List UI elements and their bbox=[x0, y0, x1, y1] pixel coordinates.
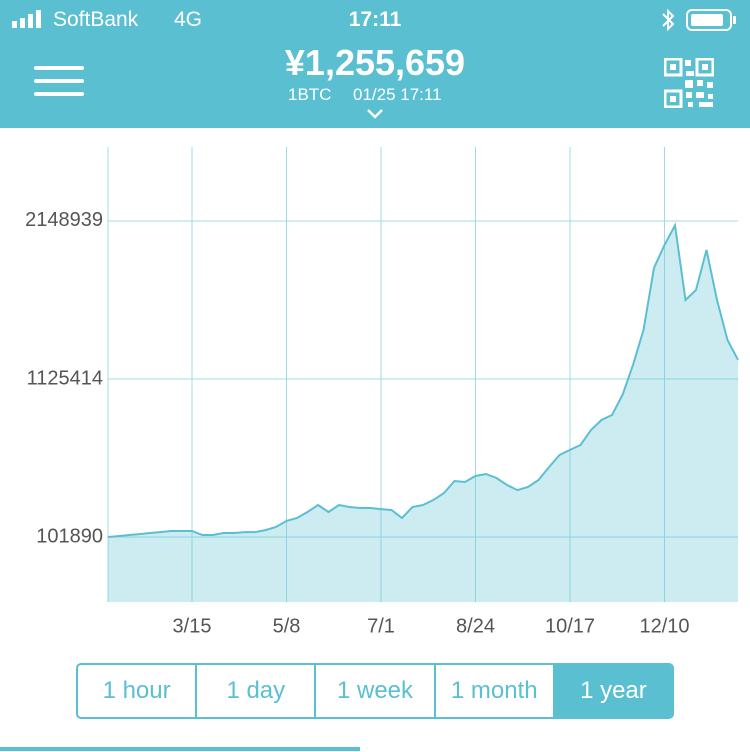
unit: 1BTC bbox=[288, 85, 332, 104]
top-bar: SoftBank 4G 17:11 ¥1,255,659 1BTC 01/25 … bbox=[0, 0, 750, 128]
range-button[interactable]: 1 hour bbox=[78, 665, 198, 717]
range-button[interactable]: 1 year bbox=[554, 665, 672, 717]
price: ¥1,255,659 bbox=[284, 42, 466, 83]
x-tick-label: 12/10 bbox=[639, 615, 689, 637]
y-tick-label: 1125414 bbox=[27, 367, 103, 389]
carrier: SoftBank bbox=[53, 8, 139, 31]
x-tick-label: 10/17 bbox=[545, 615, 595, 637]
x-tick-label: 8/24 bbox=[456, 615, 495, 637]
x-tick-label: 3/15 bbox=[173, 615, 212, 637]
clock: 17:11 bbox=[348, 8, 402, 31]
y-tick-label: 101890 bbox=[36, 525, 103, 547]
progress-bar bbox=[0, 747, 360, 751]
x-tick-label: 5/8 bbox=[273, 615, 301, 637]
price-chart: 3/15 5/8 7/1 8/24 10/17 12/10 101890 1125414 214… bbox=[25, 147, 739, 637]
network: 4G bbox=[174, 8, 203, 31]
range-selector: 1 hour 1 day 1 week 1 month 1 year bbox=[76, 663, 674, 719]
expand-chevron[interactable] bbox=[366, 108, 384, 120]
area-fill bbox=[108, 225, 738, 602]
range-button[interactable]: 1 day bbox=[197, 665, 317, 717]
signal-icon bbox=[12, 10, 41, 28]
menu-button[interactable] bbox=[34, 64, 86, 100]
x-tick-label: 7/1 bbox=[367, 615, 395, 637]
y-tick-label: 2148939 bbox=[25, 209, 103, 231]
timestamp: 01/25 17:11 bbox=[353, 85, 442, 104]
qr-button[interactable] bbox=[664, 58, 714, 108]
status-icons bbox=[662, 8, 736, 32]
range-button[interactable]: 1 month bbox=[436, 665, 555, 717]
price-line bbox=[107, 222, 739, 538]
range-button[interactable]: 1 week bbox=[316, 665, 436, 717]
